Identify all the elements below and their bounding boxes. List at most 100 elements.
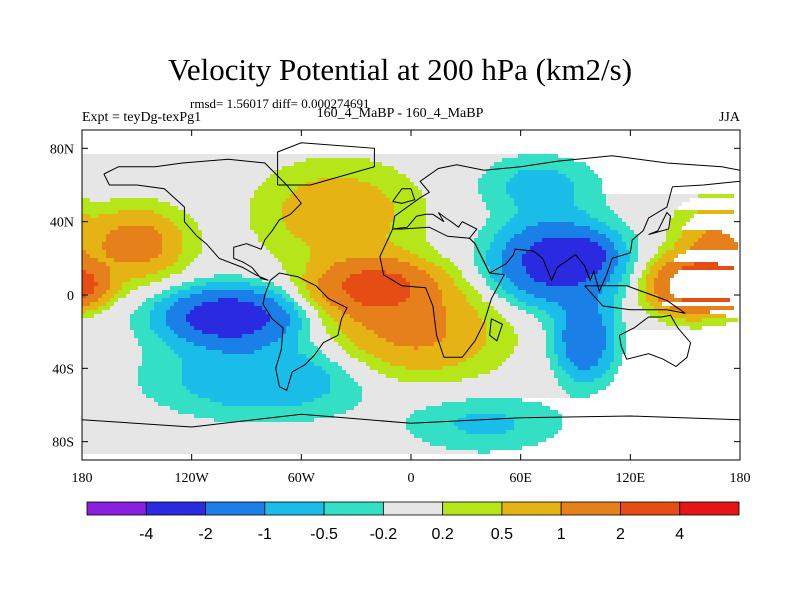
colorbar-swatch (382, 501, 444, 516)
field-cell (506, 222, 538, 226)
field-cell (178, 254, 198, 258)
field-cell (90, 302, 106, 306)
field-cell (370, 366, 406, 370)
field-cell (466, 414, 506, 418)
field-cell (602, 374, 614, 378)
field-cell (570, 178, 602, 182)
field-cell (106, 302, 114, 306)
coastline-3 (392, 155, 740, 293)
field-cell (194, 326, 262, 330)
field-cell (350, 354, 374, 358)
field-cell (446, 322, 486, 326)
field-cell (658, 246, 674, 250)
field-cell (202, 242, 262, 246)
field-cell (270, 314, 290, 318)
field-cell (518, 306, 538, 310)
field-cell (486, 202, 514, 206)
colorbar-swatch (205, 501, 266, 516)
field-cell (322, 322, 338, 326)
field-cell (266, 178, 318, 182)
field-cell (298, 334, 310, 338)
field-cell (202, 330, 254, 334)
field-cell (690, 326, 702, 330)
field-cell (198, 394, 322, 398)
field-cell (446, 330, 486, 334)
field-cell (478, 270, 490, 274)
field-cell (606, 198, 690, 202)
field-cell (290, 318, 302, 322)
field-cell (182, 230, 202, 234)
y-tick-label: 40N (50, 216, 74, 231)
field-cell (614, 358, 622, 362)
field-cell (346, 370, 378, 374)
field-cell (586, 278, 610, 282)
field-cell (478, 350, 514, 354)
colorbar-swatch (323, 501, 384, 516)
field-cell (566, 354, 602, 358)
field-cell (190, 286, 266, 290)
field-cell (82, 342, 138, 346)
field-cell (82, 174, 270, 178)
field-cell (114, 302, 142, 306)
field-cell (358, 402, 442, 406)
field-cell (142, 346, 170, 350)
field-cell (602, 318, 614, 322)
field-cell (310, 318, 322, 322)
field-cell (182, 238, 202, 242)
colorbar-label: 1 (557, 526, 566, 543)
coastline-6 (277, 142, 375, 186)
field-cell (658, 274, 674, 278)
field-cell (494, 306, 518, 310)
field-cell (658, 318, 686, 322)
field-cell (262, 346, 298, 350)
field-cell (342, 282, 410, 286)
field-cell (82, 170, 274, 174)
field-cell (146, 274, 170, 278)
field-cell (82, 186, 258, 190)
field-cell (454, 422, 514, 426)
field-cell (170, 306, 194, 310)
field-cell (282, 206, 394, 210)
field-cell (514, 350, 546, 354)
field-cell (426, 238, 474, 242)
field-cell (158, 270, 182, 274)
field-cell (326, 270, 362, 274)
field-cell (426, 202, 486, 206)
field-cell (182, 246, 202, 250)
field-cell (310, 330, 326, 334)
field-cell (682, 298, 730, 302)
field-cell (446, 446, 522, 450)
field-cell (250, 206, 282, 210)
field-cell (142, 358, 182, 362)
field-cell (546, 330, 554, 334)
field-cell (562, 334, 606, 338)
field-cell (598, 230, 618, 234)
field-cell (302, 322, 310, 326)
field-cell (270, 342, 298, 346)
field-cell (698, 210, 734, 214)
field-cell (178, 410, 346, 414)
field-cell (166, 310, 190, 314)
field-cell (98, 298, 110, 302)
field-cell (186, 266, 282, 270)
field-cell (562, 338, 606, 342)
field-cell (554, 318, 566, 322)
field-cell (274, 170, 398, 174)
field-cell (130, 322, 150, 326)
field-cell (590, 214, 618, 218)
field-cell (518, 286, 602, 290)
field-cell (330, 378, 354, 382)
field-cell (94, 290, 106, 294)
field-cell (506, 246, 530, 250)
field-cell (446, 334, 486, 338)
field-cell (638, 294, 646, 298)
field-cell (514, 202, 574, 206)
colorbar-label: 2 (616, 526, 625, 543)
field-cell (410, 262, 434, 266)
field-cell (306, 158, 370, 162)
field-cell (490, 246, 506, 250)
field-cell (158, 334, 178, 338)
field-cell (82, 274, 94, 278)
field-cell (462, 274, 482, 278)
field-cell (606, 330, 614, 334)
